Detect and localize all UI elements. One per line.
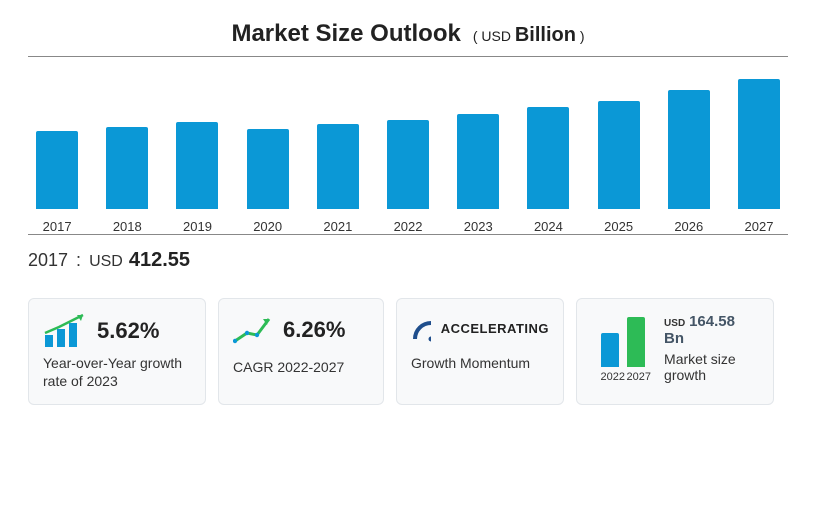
chart-title: Market Size Outlook ( USD Billion ): [28, 20, 788, 48]
title-main: Market Size Outlook: [231, 20, 460, 48]
bar-chart: 2017 2018 2019 2020 2021 2022 2023 2024 2025 2026…: [28, 56, 788, 234]
title-unit: ( USD Billion ): [473, 24, 585, 47]
bar: [247, 129, 289, 209]
bar: [36, 131, 78, 209]
yoy-label: Year-over-Year growth rate of 2023: [43, 355, 191, 390]
bar: [738, 79, 780, 209]
card-cagr: 6.26% CAGR 2022-2027: [218, 298, 384, 405]
bar-col: 2019: [168, 122, 226, 234]
x-axis-label: 2026: [674, 219, 703, 234]
stat-cards: 5.62% Year-over-Year growth rate of 2023…: [28, 298, 788, 405]
bar: [317, 124, 359, 209]
growth-amount: USD 164.58 Bn: [664, 313, 759, 347]
growth-label: Market size growth: [664, 351, 759, 383]
bar-col: 2018: [98, 127, 156, 234]
mini-bar: [627, 317, 645, 367]
baseline-year: 2017: [28, 250, 68, 271]
bar-col: 2027: [730, 79, 788, 234]
mini-bar-label: 2027: [627, 371, 645, 383]
cagr-value: 6.26%: [283, 317, 345, 343]
gauge-icon: [411, 313, 431, 343]
x-axis-label: 2019: [183, 219, 212, 234]
momentum-label: Growth Momentum: [411, 355, 549, 373]
bar: [457, 114, 499, 209]
bar: [106, 127, 148, 209]
mini-chart: 2022 2027: [591, 313, 654, 383]
baseline-value: 2017 : USD 412.55: [28, 234, 788, 272]
bar: [668, 90, 710, 209]
momentum-title: ACCELERATING: [441, 321, 549, 336]
yoy-value: 5.62%: [97, 318, 159, 344]
baseline-currency: USD: [89, 253, 123, 271]
x-axis-label: 2024: [534, 219, 563, 234]
trend-up-icon: [233, 313, 273, 347]
card-growth: 2022 2027 USD 164.58 Bn Market size growt…: [576, 298, 774, 405]
x-axis-label: 2020: [253, 219, 282, 234]
growth-bars-icon: [43, 313, 87, 349]
x-axis-label: 2018: [113, 219, 142, 234]
bar-col: 2024: [519, 107, 577, 234]
card-momentum: ACCELERATING Growth Momentum: [396, 298, 564, 405]
bar: [387, 120, 429, 209]
bar: [176, 122, 218, 209]
cagr-label: CAGR 2022-2027: [233, 359, 369, 377]
x-axis-label: 2021: [323, 219, 352, 234]
bar: [527, 107, 569, 209]
baseline-amount: 412.55: [129, 249, 190, 272]
bar-col: 2022: [379, 120, 437, 234]
bar-col: 2025: [590, 101, 648, 234]
bar-col: 2021: [309, 124, 367, 234]
x-axis-label: 2027: [745, 219, 774, 234]
bar-col: 2017: [28, 131, 86, 234]
bar-col: 2023: [449, 114, 507, 234]
x-axis-label: 2017: [43, 219, 72, 234]
bar-col: 2026: [660, 90, 718, 234]
x-axis-label: 2022: [394, 219, 423, 234]
bar: [598, 101, 640, 209]
bar-col: 2020: [239, 129, 297, 234]
mini-bar-label: 2022: [601, 371, 619, 383]
x-axis-label: 2025: [604, 219, 633, 234]
mini-bar: [601, 333, 619, 367]
card-yoy: 5.62% Year-over-Year growth rate of 2023: [28, 298, 206, 405]
x-axis-label: 2023: [464, 219, 493, 234]
